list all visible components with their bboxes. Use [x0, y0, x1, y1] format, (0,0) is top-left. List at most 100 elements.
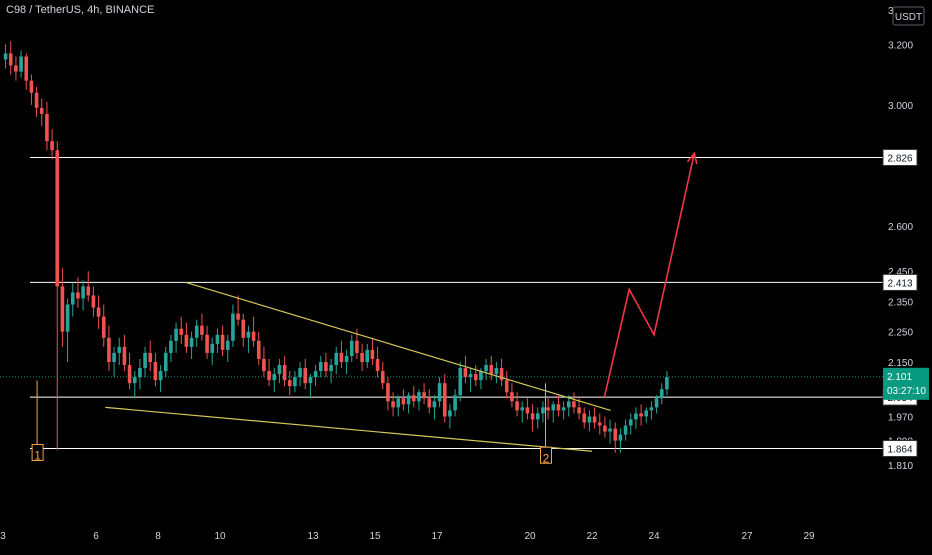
candle-body	[344, 355, 349, 362]
y-tick-label: 2.250	[888, 328, 913, 339]
candle-body	[50, 141, 54, 151]
candle-body	[318, 361, 323, 372]
candle-body	[76, 292, 80, 299]
candle-body	[665, 377, 669, 390]
candle-body	[355, 340, 359, 353]
candle-body	[484, 365, 488, 372]
candle-body	[349, 340, 354, 356]
x-tick-label: 29	[803, 531, 815, 542]
y-tick-label: 3	[888, 6, 894, 17]
candle-body	[339, 352, 344, 362]
candle-body	[303, 368, 308, 384]
chart-title: C98 / TetherUS, 4h, BINANCE	[6, 4, 155, 16]
candle-body	[391, 401, 395, 408]
candle-body	[525, 407, 530, 414]
candle-body	[515, 401, 519, 411]
candle-body	[401, 398, 406, 405]
candle-body	[138, 368, 142, 378]
candle-body	[432, 401, 437, 408]
candle-body	[29, 80, 34, 93]
candle-body	[396, 398, 401, 408]
candle-body	[205, 334, 209, 353]
candle-body	[370, 349, 375, 359]
candle-body	[272, 374, 277, 381]
candle-body	[360, 352, 364, 362]
candle-body	[556, 404, 561, 411]
candle-body	[179, 328, 184, 335]
candle-body	[70, 292, 75, 305]
candle-body	[308, 377, 313, 384]
currency-badge[interactable]	[892, 6, 925, 26]
candle-body	[463, 368, 468, 378]
candle-body	[613, 428, 618, 441]
candle-body	[541, 407, 545, 414]
candle-body	[313, 371, 318, 378]
candle-body	[3, 53, 8, 60]
candle-body	[546, 407, 550, 411]
x-tick-label: 27	[741, 531, 753, 542]
candle-body	[489, 365, 494, 375]
candle-body	[504, 380, 509, 393]
candle-body	[163, 352, 168, 372]
candle-body	[200, 325, 204, 335]
candle-body	[282, 365, 287, 381]
candle-body	[530, 413, 535, 420]
candle-body	[623, 425, 628, 435]
candle-body	[132, 377, 137, 384]
candle-body	[39, 107, 44, 114]
candle-body	[267, 371, 271, 381]
candle-body	[236, 313, 240, 320]
candle-body	[153, 361, 158, 381]
candle-body	[14, 65, 18, 72]
candle-body	[277, 365, 282, 375]
candle-body	[174, 328, 178, 341]
candles-group	[3, 41, 669, 453]
candle-body	[494, 368, 499, 375]
candle-body	[246, 331, 251, 338]
candle-body	[329, 365, 333, 372]
candle-body	[8, 53, 13, 66]
candle-body	[561, 407, 566, 411]
candle-body	[411, 395, 416, 402]
level-price-tag	[882, 440, 918, 458]
x-tick-label: 3	[0, 531, 6, 542]
y-tick-label: 2.150	[888, 358, 913, 369]
projection-arrowhead	[686, 151, 698, 165]
candle-body	[365, 349, 370, 362]
candle-body	[189, 337, 194, 347]
candle-body	[659, 389, 664, 399]
currency-label: USDT	[895, 12, 922, 23]
wave-marker: 2	[540, 383, 552, 465]
current-price-tag	[883, 367, 929, 400]
candle-body	[24, 56, 29, 81]
y-tick-label: 1.810	[888, 461, 913, 472]
candle-body	[566, 401, 571, 408]
marker-box	[31, 444, 44, 462]
candle-body	[148, 352, 153, 362]
candle-body	[608, 428, 612, 432]
candle-body	[442, 383, 447, 417]
candle-body	[592, 416, 597, 423]
candle-body	[535, 413, 540, 420]
y-tick-label: 2.600	[888, 222, 913, 233]
candle-body	[251, 331, 256, 341]
x-tick-label: 13	[307, 531, 319, 542]
wave-marker: 1	[31, 380, 44, 463]
candle-body	[127, 365, 132, 384]
trendline	[185, 281, 611, 411]
candle-body	[458, 368, 463, 396]
candle-body	[112, 352, 116, 362]
marker-label: 2	[543, 451, 550, 465]
candle-body	[375, 358, 380, 372]
candle-body	[262, 358, 266, 372]
level-price-label: 2.413	[887, 278, 912, 289]
candle-body	[468, 374, 473, 378]
candle-body	[510, 392, 514, 402]
candle-body	[639, 413, 643, 417]
level-price-label: 1.864	[887, 445, 912, 456]
candle-body	[572, 401, 576, 408]
candle-body	[654, 398, 659, 408]
countdown-label: 03:27:10	[887, 386, 926, 397]
